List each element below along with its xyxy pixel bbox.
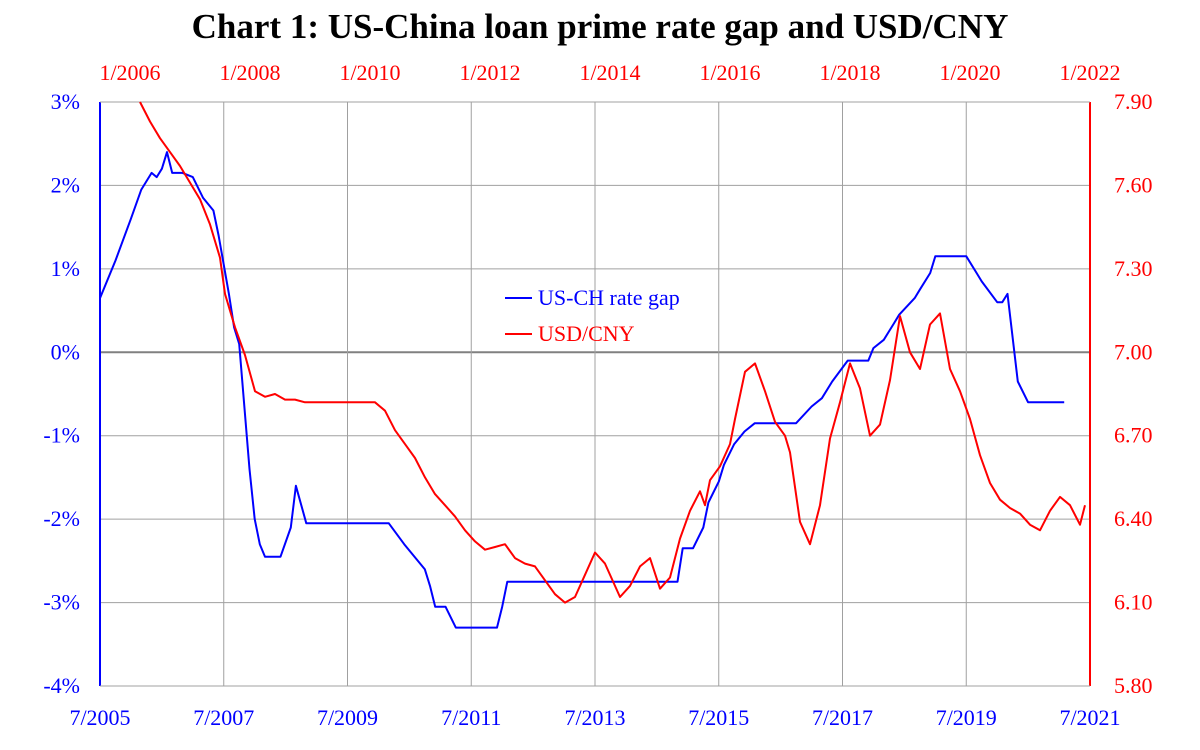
grid-lines [100, 101, 1090, 687]
axes [99, 101, 1091, 687]
right-axis-tick-label: 7.60 [1114, 172, 1153, 197]
left-axis-tick-label: 3% [51, 89, 80, 114]
left-axis-tick-label: -3% [43, 590, 80, 615]
right-axis-tick-label: 7.90 [1114, 89, 1153, 114]
right-axis-tick-label: 6.70 [1114, 423, 1153, 448]
top-axis-tick-label: 1/2016 [699, 60, 760, 85]
left-axis-tick-label: 1% [51, 256, 80, 281]
top-axis-tick-label: 1/2006 [99, 60, 160, 85]
left-axis-tick-label: 2% [51, 172, 80, 197]
legend-label-usd-cny: USD/CNY [538, 321, 635, 346]
bottom-axis-tick-label: 7/2007 [193, 705, 254, 730]
chart-title: Chart 1: US-China loan prime rate gap an… [192, 7, 1009, 46]
right-axis-tick-label: 6.40 [1114, 506, 1153, 531]
bottom-axis-tick-label: 7/2005 [69, 705, 130, 730]
right-axis-tick-label: 7.30 [1114, 256, 1153, 281]
series-line-rate-gap [99, 151, 1065, 629]
top-axis-tick-label: 1/2018 [819, 60, 880, 85]
series-lines [99, 101, 1086, 629]
tick-labels: 3% 2% 1% 0% -1% -2% -3% -4% 7.90 7.60 7.30 7.00 6.70… [43, 60, 1152, 730]
left-axis-tick-label: 0% [51, 339, 80, 364]
top-axis-tick-label: 1/2010 [339, 60, 400, 85]
left-axis-tick-label: -1% [43, 423, 80, 448]
bottom-axis-tick-label: 7/2019 [936, 705, 997, 730]
right-axis-tick-label: 7.00 [1114, 339, 1153, 364]
bottom-axis-tick-label: 7/2009 [317, 705, 378, 730]
left-axis-tick-label: -4% [43, 673, 80, 698]
right-axis-tick-label: 5.80 [1114, 673, 1153, 698]
legend-label-rate-gap: US-CH rate gap [538, 285, 680, 310]
bottom-axis-tick-label: 7/2017 [812, 705, 873, 730]
top-axis-tick-label: 1/2012 [459, 60, 520, 85]
legend: US-CH rate gap USD/CNY [505, 285, 680, 346]
top-axis-tick-label: 1/2022 [1059, 60, 1120, 85]
top-axis-tick-label: 1/2008 [219, 60, 280, 85]
bottom-axis-tick-label: 7/2015 [688, 705, 749, 730]
top-axis-tick-label: 1/2014 [579, 60, 640, 85]
top-axis-tick-label: 1/2020 [939, 60, 1000, 85]
bottom-axis-tick-label: 7/2021 [1059, 705, 1120, 730]
right-axis-tick-label: 6.10 [1114, 590, 1153, 615]
left-axis-tick-label: -2% [43, 506, 80, 531]
series-line-usd-cny [139, 101, 1086, 604]
bottom-axis-tick-label: 7/2013 [564, 705, 625, 730]
bottom-axis-tick-label: 7/2011 [441, 705, 501, 730]
